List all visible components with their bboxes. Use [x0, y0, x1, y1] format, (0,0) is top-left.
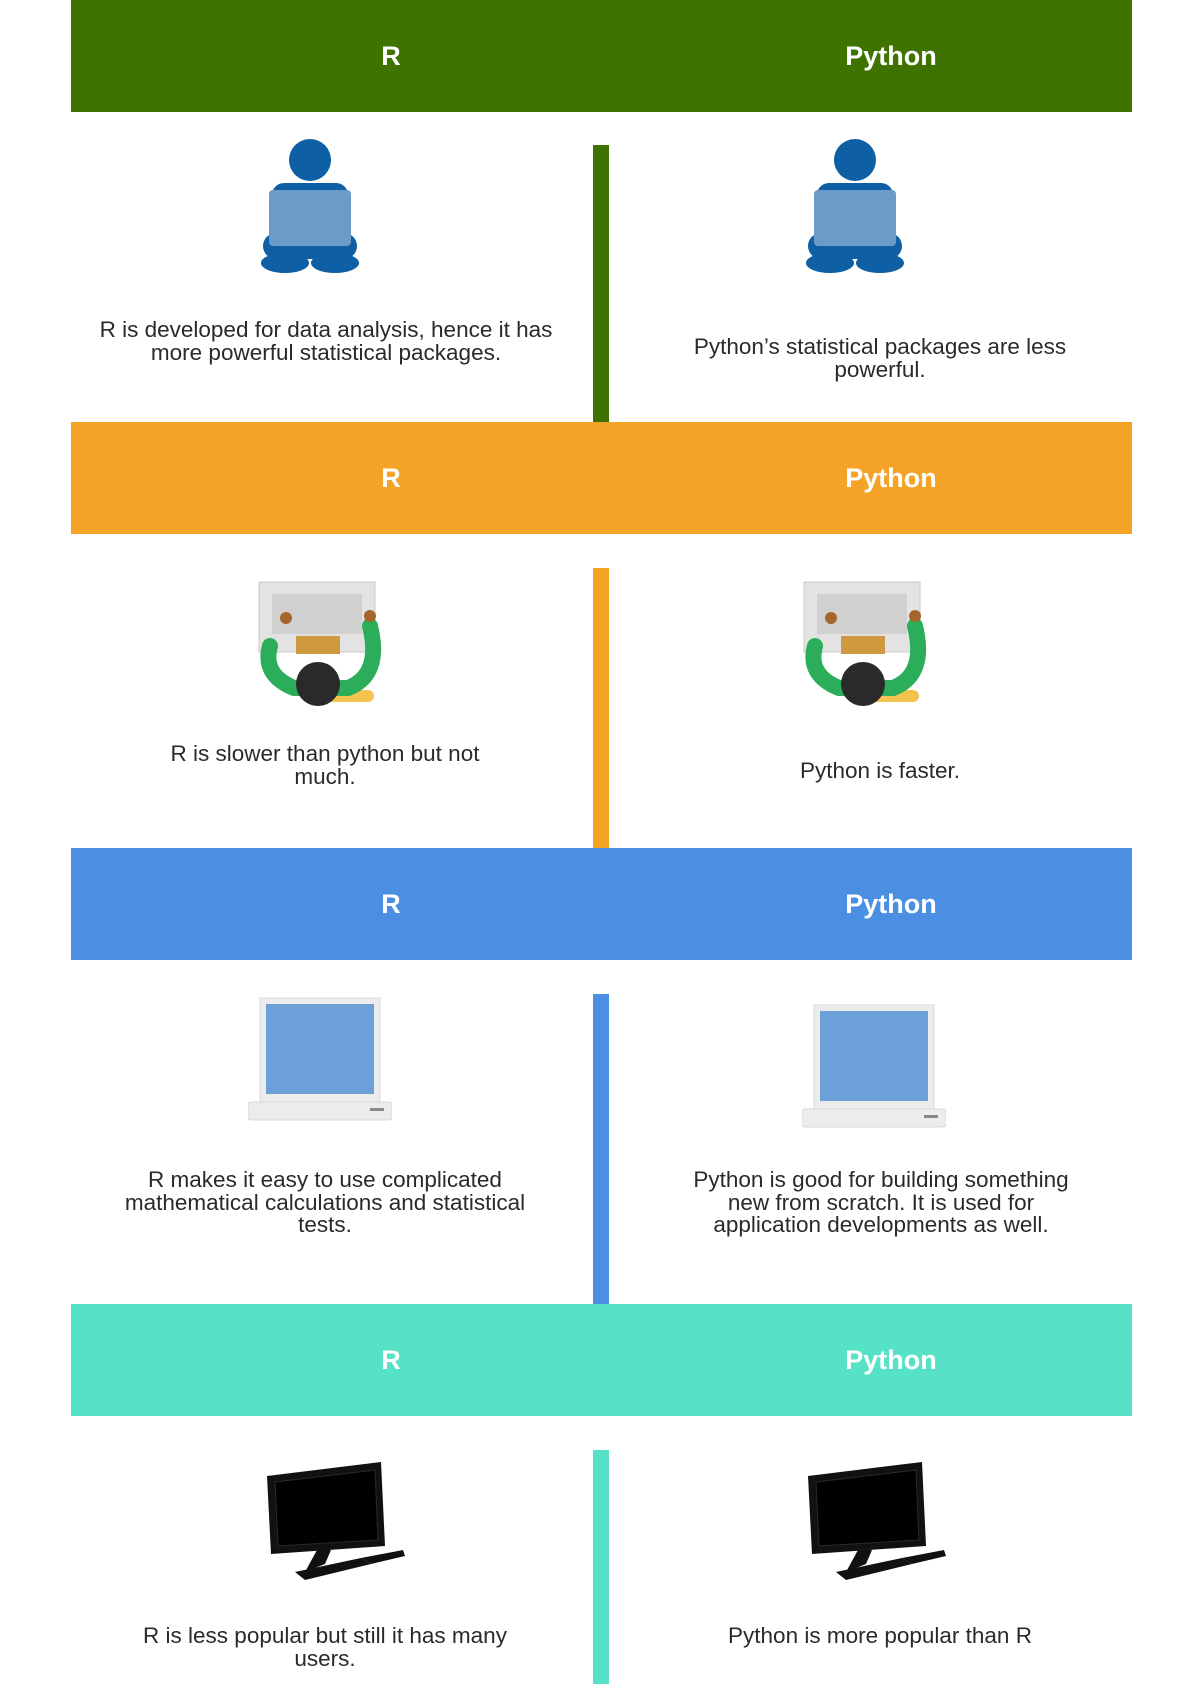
person-laptop-icon — [806, 139, 904, 273]
r-description: R makes it easy to use complicated mathe… — [124, 1167, 526, 1237]
desktop-computer-icon — [808, 1462, 946, 1580]
python-description: Python is faster. — [799, 758, 961, 783]
desktop-computer-icon — [267, 1462, 405, 1580]
r-column-header: R — [381, 1345, 401, 1375]
python-column-header: Python — [845, 1345, 937, 1375]
section-2-header: R Python — [71, 422, 1132, 534]
r-description: R is developed for data analysis, hence … — [99, 317, 553, 365]
r-column-header: R — [381, 41, 401, 71]
r-column-header: R — [381, 463, 401, 493]
python-description: Python is good for building something ne… — [693, 1167, 1069, 1237]
section-1-divider — [593, 145, 609, 422]
python-column-header: Python — [845, 463, 937, 493]
python-description: Python’s statistical packages are less p… — [693, 334, 1067, 382]
section-3-divider — [593, 994, 609, 1304]
laptop-icon — [802, 1004, 946, 1128]
section-3-header: R Python — [71, 848, 1132, 960]
person-typing-icon — [803, 581, 927, 706]
person-laptop-icon — [261, 139, 359, 273]
r-column-header: R — [381, 889, 401, 919]
r-description: R is less popular but still it has many … — [143, 1623, 507, 1671]
python-description: Python is more popular than R — [728, 1623, 1032, 1648]
section-2-divider — [593, 568, 609, 848]
python-column-header: Python — [845, 41, 937, 71]
section-4-header: R Python — [71, 1304, 1132, 1416]
person-typing-icon — [258, 581, 382, 706]
r-description: R is slower than python but not much. — [170, 741, 480, 789]
laptop-icon — [248, 997, 392, 1121]
section-1-header: R Python — [71, 0, 1132, 112]
python-column-header: Python — [845, 889, 937, 919]
section-4-divider — [593, 1450, 609, 1684]
